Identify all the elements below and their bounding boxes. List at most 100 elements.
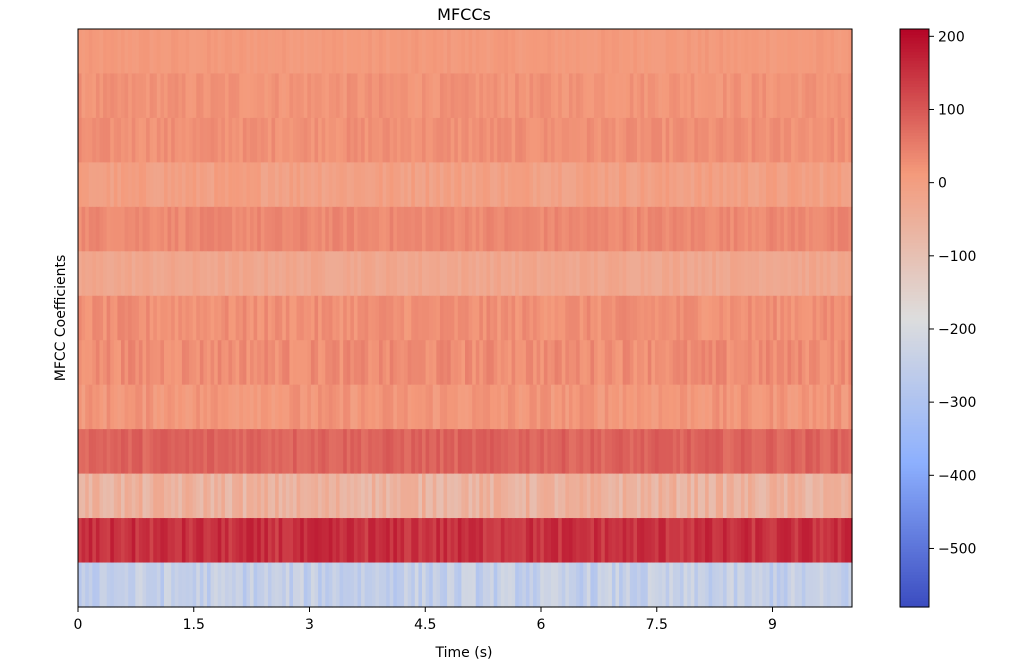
heatmap-cell [375, 117, 380, 163]
heatmap-cell [572, 206, 577, 252]
heatmap-cell [422, 429, 427, 475]
heatmap-cell [282, 206, 287, 252]
heatmap-cell [339, 206, 344, 252]
heatmap-cell [626, 29, 631, 75]
heatmap-cell [285, 518, 291, 564]
heatmap-cell [250, 562, 255, 608]
heatmap-cell [783, 562, 789, 608]
heatmap-cell [805, 340, 810, 386]
heatmap-cell [798, 73, 803, 119]
heatmap-cell [576, 295, 581, 341]
colorbar-segment [900, 528, 929, 533]
heatmap-cell [540, 562, 545, 608]
colorbar-segment [900, 341, 929, 345]
heatmap-cell [314, 162, 319, 208]
heatmap-cell [640, 251, 645, 297]
heatmap-cell [576, 162, 581, 208]
heatmap-cell [579, 518, 584, 564]
heatmap-cell [235, 29, 240, 75]
heatmap-cell [669, 206, 674, 252]
heatmap-cell [726, 29, 731, 75]
heatmap-cell [174, 162, 179, 208]
heatmap-cell [124, 473, 129, 519]
heatmap-cell [801, 29, 807, 75]
heatmap-cell [579, 473, 584, 519]
heatmap-cell [601, 384, 606, 430]
heatmap-cell [285, 473, 291, 519]
heatmap-cell [715, 518, 721, 564]
heatmap-cell [257, 429, 262, 475]
heatmap-cell [217, 251, 222, 297]
heatmap-cell [776, 340, 781, 386]
heatmap-cell [629, 29, 635, 75]
heatmap-cell [293, 562, 298, 608]
heatmap-cell [325, 518, 330, 564]
heatmap-cell [181, 429, 187, 475]
heatmap-cell [328, 162, 334, 208]
heatmap-cell [239, 29, 244, 75]
heatmap-cell [823, 162, 828, 208]
heatmap-cell [468, 251, 473, 297]
heatmap-cell [232, 162, 237, 208]
heatmap-cell [561, 206, 566, 252]
heatmap-cell [382, 251, 387, 297]
heatmap-cell [178, 473, 183, 519]
heatmap-cell [92, 73, 97, 119]
heatmap-cell [113, 295, 119, 341]
colorbar-segment [900, 309, 929, 313]
heatmap-cell [382, 295, 387, 341]
heatmap-cell [346, 29, 351, 75]
heatmap-cell [809, 473, 814, 519]
heatmap-cell [830, 384, 835, 430]
colorbar-segment [900, 167, 929, 172]
heatmap-cell [400, 429, 405, 475]
heatmap-cell [361, 117, 366, 163]
heatmap-cell [318, 162, 323, 208]
heatmap-cell [303, 340, 308, 386]
heatmap-cell [318, 117, 323, 163]
heatmap-cell [396, 73, 402, 119]
heatmap-cell [282, 117, 287, 163]
heatmap-cell [393, 384, 398, 430]
colorbar-tick-label: −400 [938, 468, 976, 484]
heatmap-cell [203, 384, 208, 430]
heatmap-cell [189, 384, 194, 430]
heatmap-cell [346, 340, 351, 386]
colorbar-segment [900, 471, 929, 475]
heatmap-cell [733, 73, 738, 119]
heatmap-cell [78, 518, 83, 564]
heatmap-cell [282, 73, 287, 119]
heatmap-cell [461, 384, 466, 430]
heatmap-cell [246, 73, 251, 119]
heatmap-cell [561, 295, 566, 341]
heatmap-cell [422, 29, 427, 75]
heatmap-cell [217, 29, 222, 75]
heatmap-cell [468, 162, 473, 208]
heatmap-cell [103, 295, 108, 341]
heatmap-cell [422, 518, 427, 564]
heatmap-cell [379, 518, 384, 564]
heatmap-cell [289, 29, 294, 75]
colorbar-segment [900, 554, 929, 559]
colorbar-segment [900, 526, 929, 530]
chart-title: MFCCs [437, 5, 491, 24]
heatmap-cell [167, 473, 172, 519]
heatmap-cell [755, 73, 760, 119]
heatmap-cell [181, 206, 187, 252]
heatmap-cell [454, 340, 459, 386]
heatmap-cell [712, 206, 717, 252]
heatmap-cell [382, 384, 387, 430]
heatmap-cell [834, 251, 839, 297]
heatmap-cell [461, 518, 466, 564]
heatmap-cell [214, 206, 219, 252]
colorbar-segment [900, 144, 929, 149]
heatmap-cell [475, 518, 480, 564]
heatmap-cell [604, 295, 609, 341]
heatmap-cell [425, 562, 430, 608]
colorbar-segment [900, 462, 929, 466]
heatmap-cell [135, 340, 140, 386]
heatmap-cell [436, 73, 441, 119]
heatmap-cell [568, 162, 574, 208]
heatmap-cell [171, 29, 176, 75]
heatmap-cell [733, 162, 738, 208]
